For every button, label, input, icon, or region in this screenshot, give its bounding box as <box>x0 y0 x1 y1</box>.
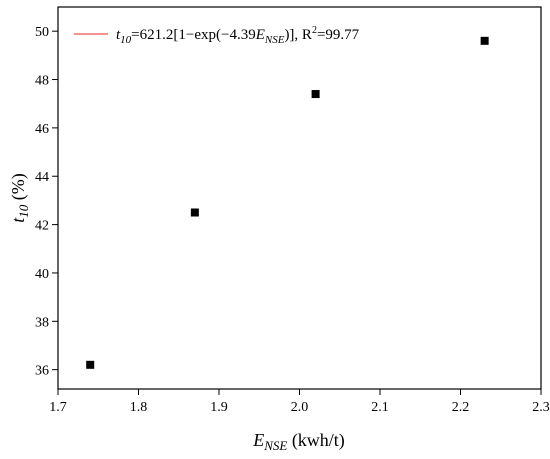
y-axis-label-unit: (%) <box>8 173 29 204</box>
y-axis-label-main: t <box>8 217 28 223</box>
x-tick-label: 2.2 <box>452 400 470 415</box>
legend-text-part: NSE <box>264 34 285 46</box>
legend-text-part: E <box>255 27 265 43</box>
x-tick-label: 2.0 <box>291 400 309 415</box>
x-tick-label: 2.3 <box>532 400 550 415</box>
y-tick-label: 42 <box>35 219 49 234</box>
legend: t10=621.2[1−exp(−4.39ENSE)], R2=99.77 <box>74 25 360 46</box>
legend-fit-label: t10=621.2[1−exp(−4.39ENSE)], R2=99.77 <box>116 25 360 46</box>
x-tick-label: 2.1 <box>371 400 389 415</box>
y-tick-label: 46 <box>35 122 49 137</box>
plot-frame <box>57 6 542 390</box>
legend-text-part: t <box>116 27 121 43</box>
x-tick-label: 1.8 <box>130 400 148 415</box>
y-tick-label: 38 <box>35 315 49 330</box>
legend-text-part: 10 <box>120 34 132 46</box>
axis-ticks: 1.7 1.8 1.9 2.0 2.1 2.2 2.3 36 38 40 42 44 46 48 50 <box>35 25 550 415</box>
y-tick-label: 48 <box>35 74 49 89</box>
x-axis-label-main: E <box>252 430 264 450</box>
y-tick-label: 50 <box>35 25 49 40</box>
y-tick-label: 44 <box>35 170 49 185</box>
legend-text-part: =621.2[1−exp(−4.39 <box>131 27 256 43</box>
data-point <box>86 360 95 369</box>
data-point <box>480 36 489 45</box>
data-point <box>190 208 199 217</box>
x-axis-label-subscript: NSE <box>263 438 287 453</box>
legend-text-part: =99.77 <box>317 27 360 43</box>
legend-text-part: 2 <box>312 25 317 36</box>
data-points <box>86 36 489 369</box>
y-axis-label-subscript: 10 <box>16 204 31 218</box>
data-point <box>311 90 320 99</box>
y-tick-label: 36 <box>35 364 49 379</box>
legend-text-part: )], R <box>284 27 312 43</box>
x-tick-label: 1.9 <box>210 400 228 415</box>
y-tick-label: 40 <box>35 267 49 282</box>
x-axis-label-unit: (kwh/t) <box>287 430 345 451</box>
y-axis-label: t10 (%) <box>8 173 31 223</box>
x-axis-label: ENSE (kwh/t) <box>252 430 345 453</box>
x-tick-label: 1.7 <box>49 400 67 415</box>
